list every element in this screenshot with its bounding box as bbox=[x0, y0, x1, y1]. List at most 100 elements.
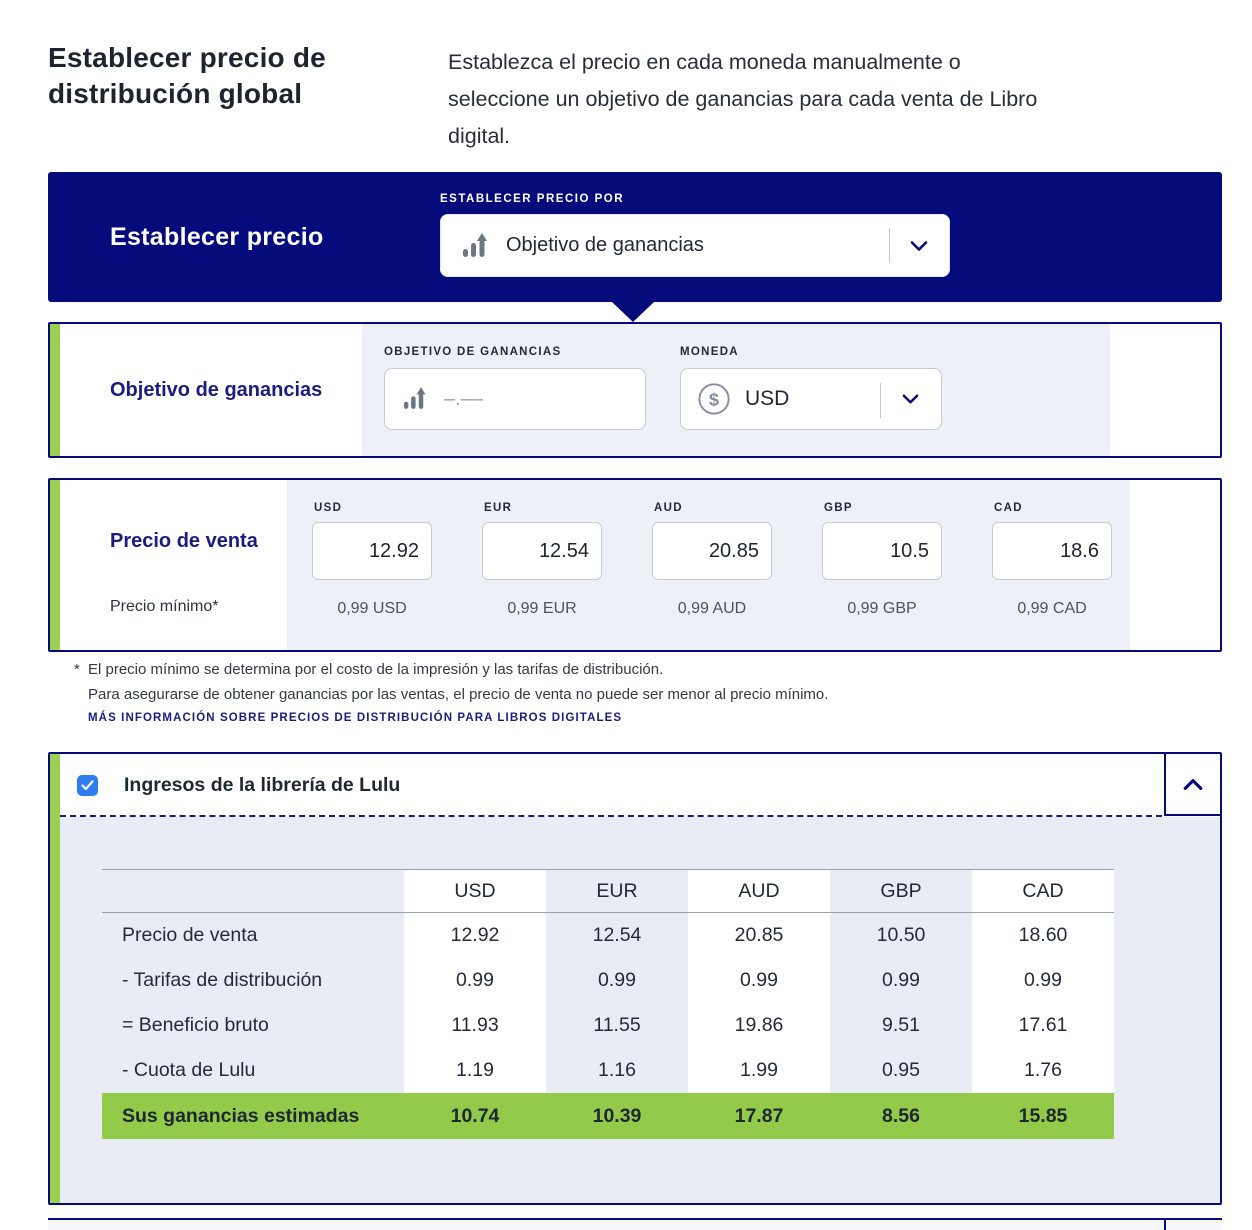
min-price-value: 0,99 GBP bbox=[847, 600, 917, 617]
page-description-line: Establezca el precio en cada moneda manu… bbox=[448, 50, 961, 74]
currency-code-label: EUR bbox=[484, 502, 513, 514]
revenue-checkbox[interactable] bbox=[77, 774, 98, 796]
profit-goal-section-label: Objetivo de ganancias bbox=[110, 378, 323, 401]
dashed-divider bbox=[60, 815, 1162, 817]
price-input-cad[interactable] bbox=[992, 522, 1112, 580]
growth-chart-icon bbox=[403, 387, 430, 411]
check-icon bbox=[81, 779, 94, 790]
table-cell: 0.99 bbox=[882, 969, 920, 991]
table-cell: 0.99 bbox=[404, 958, 546, 1003]
table-cell: 1.99 bbox=[688, 1048, 830, 1093]
footnote-line2: Para asegurarse de obtener ganancias por… bbox=[88, 686, 829, 703]
min-price-value: 0,99 USD bbox=[337, 600, 407, 617]
currency-code-label: USD bbox=[314, 502, 343, 514]
revenue-header: Ingresos de la librería de Lulu bbox=[60, 754, 1220, 816]
table-cell: 12.92 bbox=[404, 913, 546, 958]
table-header-empty bbox=[102, 869, 404, 913]
footnote-line1: El precio mínimo se determina por el cos… bbox=[88, 661, 664, 678]
table-row-label: = Beneficio bruto bbox=[122, 1014, 269, 1036]
table-cell: 1.16 bbox=[598, 1059, 636, 1081]
price-column-usd: USD 0,99 USD bbox=[312, 480, 432, 650]
table-cell: 1.76 bbox=[972, 1048, 1114, 1093]
min-price-value: 0,99 EUR bbox=[507, 600, 577, 617]
chevron-down-icon bbox=[902, 394, 919, 405]
table-header-gbp: GBP bbox=[830, 869, 972, 913]
currency-label: MONEDA bbox=[680, 346, 739, 358]
chevron-up-icon bbox=[1183, 778, 1203, 790]
profit-goal-input[interactable] bbox=[444, 387, 594, 411]
page-description: Establezca el precio en cada moneda manu… bbox=[448, 44, 1037, 155]
table-cell: 20.85 bbox=[688, 913, 830, 958]
revenue-title: Ingresos de la librería de Lulu bbox=[124, 773, 401, 796]
profit-goal-input-box[interactable] bbox=[384, 368, 646, 430]
collapse-button-divider bbox=[1164, 1220, 1166, 1230]
green-accent-strip bbox=[50, 480, 60, 650]
dropdown-divider bbox=[889, 228, 890, 263]
table-cell: 9.51 bbox=[882, 1014, 920, 1036]
table-header-eur: EUR bbox=[546, 869, 688, 913]
table-cell: 18.60 bbox=[972, 913, 1114, 958]
estimated-earnings-label: Sus ganancias estimadas bbox=[102, 1093, 404, 1139]
green-accent-strip bbox=[50, 754, 60, 1203]
table-cell: 0.99 bbox=[688, 958, 830, 1003]
chevron-down-icon bbox=[910, 240, 928, 251]
currency-code-label: GBP bbox=[824, 502, 853, 514]
page-description-line: digital. bbox=[448, 124, 511, 148]
price-by-value: Objetivo de ganancias bbox=[506, 234, 704, 256]
set-price-title: Establecer precio bbox=[110, 222, 324, 251]
profit-goal-panel: OBJETIVO DE GANANCIAS MONEDA bbox=[362, 324, 1110, 456]
table-row-label: Precio de venta bbox=[122, 924, 258, 946]
profit-goal-input-label: OBJETIVO DE GANANCIAS bbox=[384, 346, 562, 358]
currency-value: USD bbox=[745, 387, 790, 410]
currency-select[interactable]: $ USD bbox=[680, 368, 942, 430]
price-input-aud[interactable] bbox=[652, 522, 772, 580]
dollar-circle-icon: $ bbox=[697, 382, 731, 416]
price-input-eur[interactable] bbox=[482, 522, 602, 580]
more-info-link[interactable]: MÁS INFORMACIÓN SOBRE PRECIOS DE DISTRIB… bbox=[88, 712, 623, 724]
profit-goal-section: Objetivo de ganancias OBJETIVO DE GANANC… bbox=[48, 322, 1222, 458]
table-cell: 19.86 bbox=[688, 1003, 830, 1048]
page-title: Establecer precio de distribución global bbox=[48, 42, 326, 109]
price-input-gbp[interactable] bbox=[822, 522, 942, 580]
sale-price-section-label: Precio de venta bbox=[110, 530, 258, 552]
table-cell: 12.54 bbox=[592, 924, 642, 946]
pointer-triangle bbox=[612, 302, 654, 322]
page-description-line: seleccione un objetivo de ganancias para… bbox=[448, 87, 1038, 111]
growth-chart-icon bbox=[462, 232, 492, 259]
table-cell: 0.99 bbox=[598, 969, 636, 991]
estimated-earnings-value: 17.87 bbox=[688, 1093, 830, 1139]
currency-code-label: AUD bbox=[654, 502, 683, 514]
min-price-label: Precio mínimo* bbox=[110, 598, 219, 615]
table-cell: 11.55 bbox=[593, 1014, 641, 1036]
price-column-aud: AUD 0,99 AUD bbox=[652, 480, 772, 650]
revenue-table: USD EUR AUD GBP CAD Precio de venta 12.9… bbox=[102, 869, 1114, 1139]
price-column-eur: EUR 0,99 EUR bbox=[482, 480, 602, 650]
table-cell: 10.50 bbox=[876, 924, 926, 946]
svg-text:$: $ bbox=[709, 390, 719, 410]
revenue-section: Ingresos de la librería de Lulu USD EUR … bbox=[48, 752, 1222, 1205]
currency-code-label: CAD bbox=[994, 502, 1023, 514]
sale-price-panel: USD 0,99 USD EUR 0,99 EUR AUD 0,99 AUD G… bbox=[287, 480, 1130, 650]
price-by-dropdown[interactable]: Objetivo de ganancias bbox=[440, 214, 950, 277]
collapse-button[interactable] bbox=[1164, 754, 1220, 816]
table-cell: 11.93 bbox=[404, 1003, 546, 1048]
table-cell: 0.99 bbox=[972, 958, 1114, 1003]
price-input-usd[interactable] bbox=[312, 522, 432, 580]
dropdown-divider bbox=[880, 383, 881, 418]
price-column-gbp: GBP 0,99 GBP bbox=[822, 480, 942, 650]
table-header-cad: CAD bbox=[972, 869, 1114, 913]
estimated-earnings-value: 15.85 bbox=[972, 1093, 1114, 1139]
min-price-value: 0,99 AUD bbox=[677, 600, 747, 617]
next-section-sliver bbox=[48, 1218, 1222, 1230]
estimated-earnings-value: 10.39 bbox=[546, 1093, 688, 1139]
table-cell: 17.61 bbox=[972, 1003, 1114, 1048]
set-price-bar: Establecer precio ESTABLECER PRECIO POR … bbox=[48, 172, 1222, 302]
green-accent-strip bbox=[50, 324, 60, 456]
price-by-label: ESTABLECER PRECIO POR bbox=[440, 193, 624, 205]
table-row-label: - Cuota de Lulu bbox=[122, 1059, 256, 1081]
table-cell: 0.95 bbox=[882, 1059, 920, 1081]
table-header-aud: AUD bbox=[688, 869, 830, 913]
table-cell: 1.19 bbox=[404, 1048, 546, 1093]
estimated-earnings-value: 10.74 bbox=[404, 1093, 546, 1139]
